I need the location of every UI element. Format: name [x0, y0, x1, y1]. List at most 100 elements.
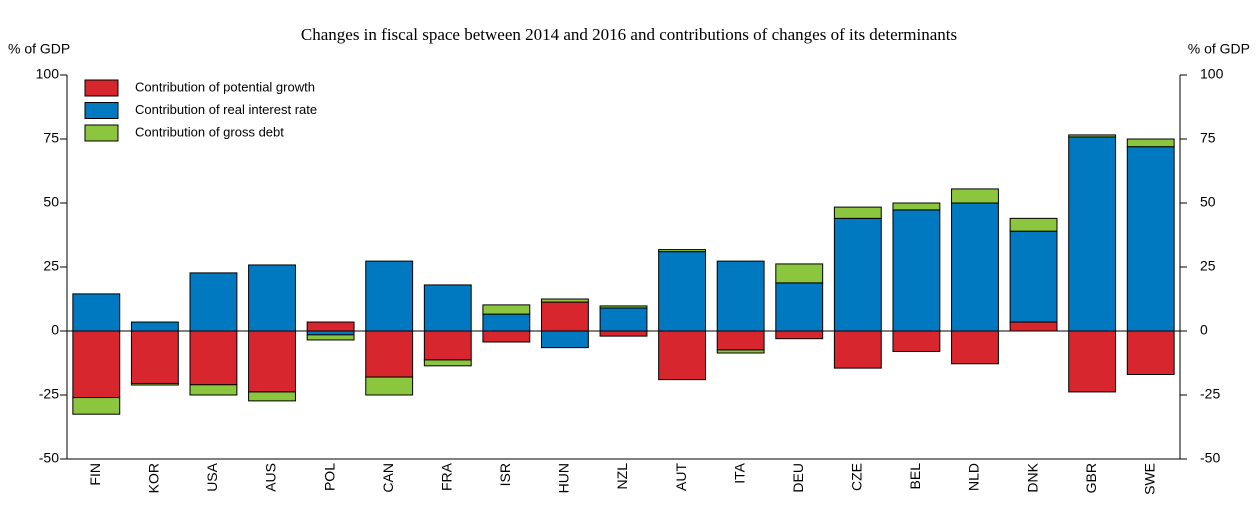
- bar: [423, 284, 472, 332]
- bar: [1009, 217, 1058, 232]
- bar: [1068, 134, 1117, 138]
- bar: [248, 391, 296, 402]
- x-tick-label: FIN: [87, 463, 103, 486]
- y2-tick-label: 50: [1200, 194, 1216, 210]
- bar: [365, 330, 414, 378]
- x-tick-label: ITA: [731, 462, 747, 483]
- y2-tick-label: 75: [1200, 130, 1216, 146]
- x-tick-label: ISR: [497, 463, 513, 486]
- bar: [189, 272, 238, 332]
- bar: [306, 321, 355, 332]
- y-tick-label: 75: [43, 130, 59, 146]
- legend-swatch: [84, 124, 119, 142]
- bar: [1126, 138, 1175, 148]
- bar: [892, 330, 941, 352]
- bar: [248, 330, 296, 393]
- bar: [833, 206, 882, 219]
- y-axis-label: % of GDP: [8, 41, 70, 57]
- bar: [658, 330, 707, 381]
- x-tick-label: DNK: [1024, 462, 1040, 492]
- legend-swatch: [84, 102, 119, 119]
- bar: [482, 313, 531, 332]
- y2-tick-label: 0: [1200, 322, 1208, 338]
- bar: [951, 202, 999, 332]
- bar: [716, 260, 765, 332]
- bar: [951, 330, 999, 365]
- bar: [423, 359, 472, 367]
- bar: [599, 305, 648, 309]
- bar: [189, 330, 238, 386]
- bar: [833, 330, 882, 369]
- bar: [306, 334, 355, 341]
- bar: [892, 209, 941, 332]
- bar: [1068, 330, 1117, 393]
- bar: [951, 188, 999, 204]
- bar: [1009, 230, 1058, 323]
- x-tick-label: NZL: [614, 463, 630, 490]
- y-tick-label: 100: [36, 66, 60, 82]
- bar: [1126, 146, 1175, 332]
- bar: [892, 202, 941, 211]
- y2-tick-label: -50: [1200, 450, 1220, 466]
- bar: [716, 330, 765, 351]
- bar: [423, 330, 472, 361]
- x-tick-label: KOR: [146, 463, 162, 493]
- bar: [599, 307, 648, 332]
- chart-subtitle: Changes in fiscal space between 2014 and…: [301, 25, 957, 44]
- x-tick-label: AUS: [263, 463, 279, 492]
- bar: [306, 330, 355, 336]
- y2-tick-label: -25: [1200, 386, 1220, 402]
- x-tick-label: NLD: [966, 463, 982, 491]
- bar: [833, 217, 882, 332]
- bar: [482, 304, 531, 315]
- bar: [1009, 321, 1058, 332]
- bar: [248, 264, 296, 332]
- legend-label: Contribution of potential growth: [135, 79, 315, 94]
- y-tick-label: 50: [43, 194, 59, 210]
- x-tick-label: POL: [321, 463, 337, 491]
- bar: [775, 330, 824, 340]
- bar: [72, 330, 121, 399]
- bar: [130, 321, 179, 332]
- bar: [658, 249, 707, 253]
- bar: [716, 349, 765, 354]
- x-tick-label: GBR: [1083, 463, 1099, 493]
- bar: [189, 384, 238, 396]
- x-tick-label: CAN: [380, 463, 396, 493]
- y2-axis-label: % of GDP: [1188, 41, 1250, 57]
- y-tick-label: -50: [39, 450, 59, 466]
- bar: [482, 330, 531, 343]
- x-tick-label: BEL: [907, 463, 923, 490]
- y-tick-label: -25: [39, 386, 59, 402]
- y-tick-label: 25: [43, 258, 59, 274]
- x-tick-label: SWE: [1141, 463, 1157, 495]
- bar: [540, 330, 589, 349]
- x-tick-label: FRA: [438, 462, 454, 491]
- bar: [365, 260, 414, 332]
- bar: [1068, 136, 1117, 332]
- bar: [658, 251, 707, 332]
- x-tick-label: AUT: [673, 463, 689, 491]
- x-tick-label: USA: [204, 462, 220, 491]
- legend-label: Contribution of gross debt: [135, 124, 284, 139]
- legend-swatch: [84, 79, 119, 97]
- bar: [72, 397, 121, 415]
- legend-label: Contribution of real interest rate: [135, 102, 317, 117]
- y-tick-label: 0: [51, 322, 59, 338]
- bar: [775, 282, 824, 332]
- bar: [540, 301, 589, 332]
- bar: [775, 263, 824, 284]
- bar: [599, 330, 648, 337]
- bar: [130, 330, 179, 384]
- bar: [1126, 330, 1175, 376]
- x-tick-label: DEU: [790, 463, 806, 493]
- x-tick-label: CZE: [849, 463, 865, 491]
- y2-tick-label: 100: [1200, 66, 1224, 82]
- bar: [365, 376, 414, 396]
- bar: [540, 298, 589, 303]
- y2-tick-label: 25: [1200, 258, 1216, 274]
- bar: [130, 382, 179, 386]
- bar: [72, 293, 121, 332]
- x-tick-label: HUN: [556, 463, 572, 493]
